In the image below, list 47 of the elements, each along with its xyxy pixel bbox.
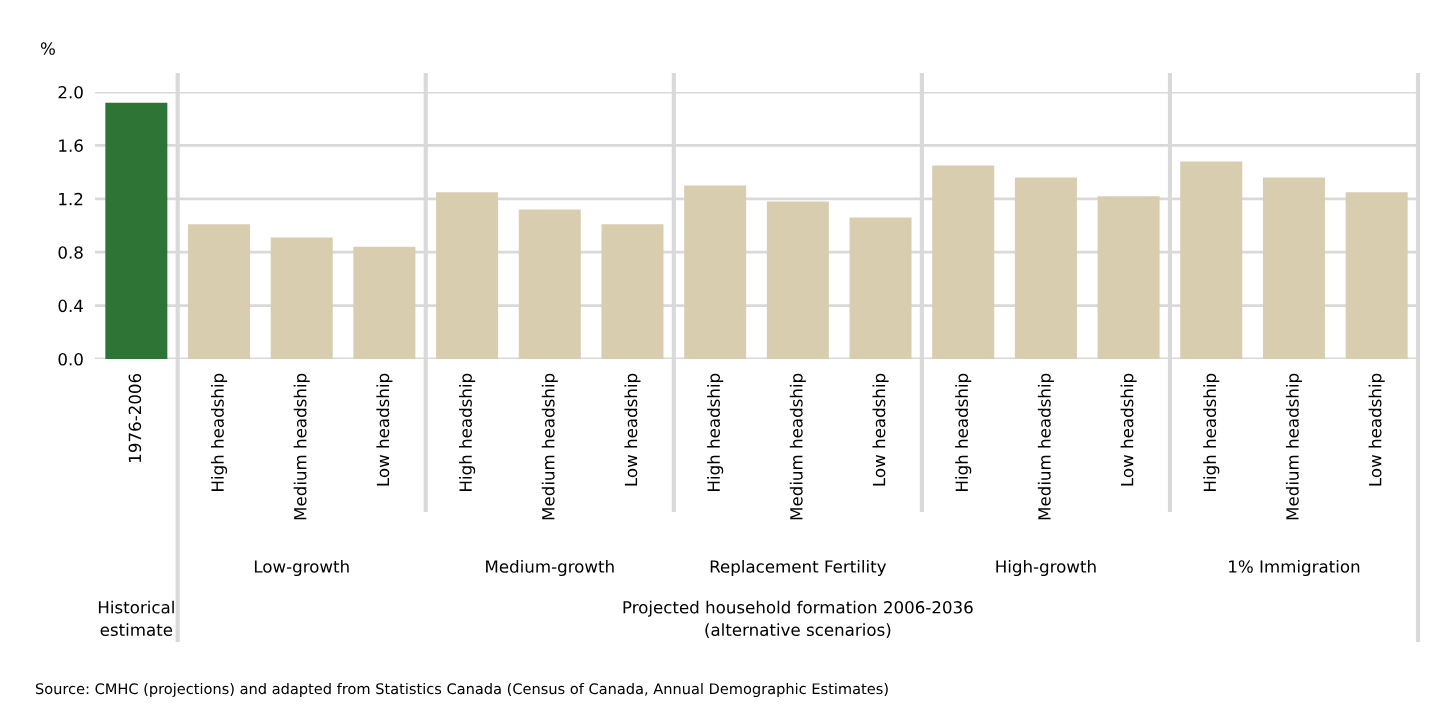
bar: [518, 209, 581, 359]
x-tick-label: High headship: [955, 373, 972, 491]
y-tick-label: 0.4: [58, 299, 83, 313]
bar: [105, 102, 168, 359]
bar: [1014, 177, 1077, 359]
x-tick-label: Low headship: [376, 373, 393, 486]
bar: [849, 217, 912, 359]
bar: [1097, 196, 1160, 359]
x-tick-label: High headship: [707, 373, 724, 491]
text: Historical estimate: [98, 600, 174, 637]
bar: [932, 165, 995, 359]
x-tick-label: 1976-2006: [128, 373, 142, 462]
y-tick-label: 0.0: [58, 352, 83, 366]
text: High-growth: [996, 559, 1096, 577]
text: Projected household formation 2006-2036 (alternative scenarios): [623, 600, 973, 639]
bar: [436, 192, 499, 359]
y-tick-label: 2.0: [58, 85, 83, 99]
text: Low-growth: [254, 559, 349, 577]
x-tick-label: High headship: [210, 373, 228, 491]
x-tick-label: Low headship: [624, 373, 641, 486]
text: 1% Immigration: [1229, 559, 1360, 577]
x-tick-label: Medium headship: [1285, 373, 1303, 520]
y-tick-label: 1.6: [59, 139, 83, 152]
text: Medium-growth: [486, 559, 614, 577]
bar: [601, 224, 664, 359]
x-tick-label: Medium headship: [789, 373, 806, 520]
bar: [684, 185, 747, 359]
x-tick-label: Low headship: [872, 373, 889, 486]
source-note: Source: CMHC (projections) and adapted from Statistics Canada (Census of Canada, Annual Demographic Estimates): [35, 682, 888, 698]
y-axis-title: %: [40, 42, 55, 55]
bar: [1180, 161, 1243, 359]
text: Replacement Fertility: [710, 559, 887, 577]
x-tick-label: High headship: [1203, 373, 1220, 491]
bar: [270, 237, 333, 359]
x-tick-label: Low headship: [1120, 373, 1137, 486]
bar: [766, 201, 829, 359]
x-tick-label: Medium headship: [541, 373, 558, 520]
x-tick-label: Low headship: [1368, 373, 1385, 486]
bar: [188, 224, 251, 359]
x-tick-label: Medium headship: [293, 373, 310, 520]
x-tick-label: High headship: [459, 373, 476, 491]
bar: [353, 246, 416, 359]
bar: [1262, 177, 1325, 359]
y-tick-label: 1.2: [59, 192, 83, 206]
x-tick-label: Medium headship: [1037, 373, 1054, 520]
y-tick-label: 0.8: [58, 246, 83, 259]
bar: [1345, 192, 1408, 359]
